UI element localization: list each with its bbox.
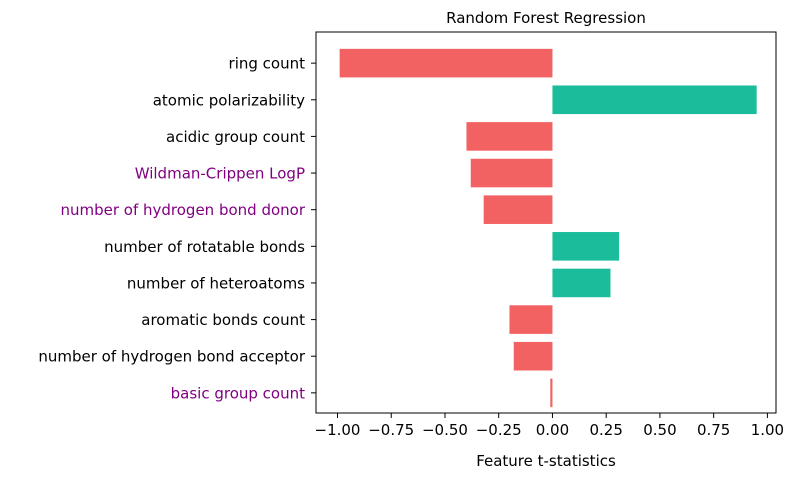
y-tick-label-4: number of hydrogen bond donor bbox=[60, 201, 305, 219]
y-tick-label-7: aromatic bonds count bbox=[141, 311, 305, 329]
bar-5 bbox=[552, 232, 620, 261]
x-axis-label: Feature t-statistics bbox=[476, 452, 616, 470]
y-tick-label-8: number of hydrogen bond acceptor bbox=[38, 348, 305, 366]
y-tick-label-0: ring count bbox=[229, 55, 306, 73]
bar-2 bbox=[466, 122, 553, 151]
bar-3 bbox=[470, 158, 553, 188]
x-tick-label-7: 0.75 bbox=[697, 421, 730, 439]
x-tick-label-1: −0.75 bbox=[368, 421, 414, 439]
y-tick-label-6: number of heteroatoms bbox=[127, 274, 305, 292]
x-tick-label-8: 1.00 bbox=[751, 421, 784, 439]
bar-9 bbox=[550, 378, 553, 408]
x-axis: −1.00 −0.75 −0.50 −0.25 0.00 0.25 0.50 0.75 1.00 bbox=[315, 413, 784, 439]
bar-1 bbox=[552, 85, 757, 115]
bar-0 bbox=[339, 48, 553, 78]
x-tick-label-2: −0.50 bbox=[422, 421, 468, 439]
y-tick-label-9: basic group count bbox=[171, 384, 305, 402]
x-tick-label-0: −1.00 bbox=[315, 421, 361, 439]
x-tick-label-5: 0.25 bbox=[589, 421, 622, 439]
bar-7 bbox=[509, 305, 553, 334]
y-tick-label-3: Wildman-Crippen LogP bbox=[135, 165, 305, 183]
bar-6 bbox=[552, 268, 611, 298]
chart-title: Random Forest Regression bbox=[446, 9, 646, 27]
bar-4 bbox=[483, 195, 553, 224]
x-tick-label-4: 0.00 bbox=[536, 421, 569, 439]
y-tick-label-2: acidic group count bbox=[166, 128, 305, 146]
y-axis: ring count atomic polarizability acidic gr… bbox=[38, 55, 316, 402]
y-tick-label-1: atomic polarizability bbox=[153, 91, 305, 109]
x-tick-label-3: −0.25 bbox=[476, 421, 522, 439]
bars-group bbox=[339, 48, 757, 408]
bar-8 bbox=[513, 341, 553, 371]
y-tick-label-5: number of rotatable bonds bbox=[104, 238, 305, 256]
plot-frame bbox=[315, 31, 777, 414]
x-tick-label-6: 0.50 bbox=[643, 421, 676, 439]
